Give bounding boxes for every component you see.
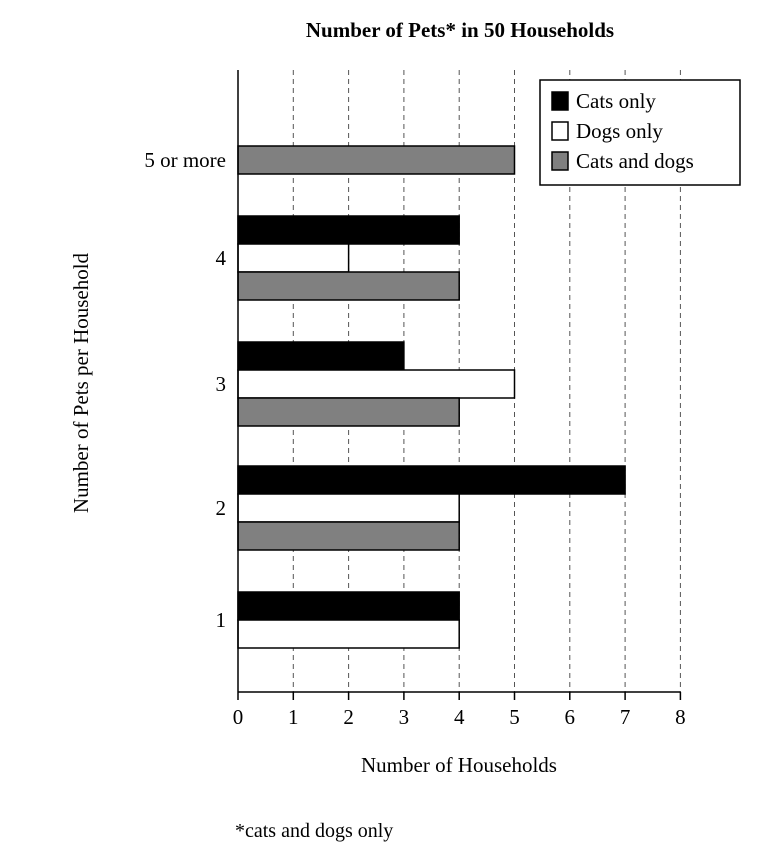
footnote: *cats and dogs only [235, 820, 393, 842]
legend: Cats only Dogs only Cats and dogs [539, 79, 741, 186]
legend-swatch [551, 91, 569, 111]
chart-title: Number of Pets* in 50 Households [306, 18, 614, 42]
legend-label: Cats only [576, 89, 656, 113]
bar [237, 243, 350, 273]
x-tick-label: 5 [509, 705, 520, 729]
legend-label: Dogs only [576, 119, 663, 143]
y-tick-label: 4 [216, 246, 227, 270]
bar [237, 521, 460, 551]
bar [237, 591, 460, 621]
bar [237, 465, 626, 495]
x-tick-label: 8 [675, 705, 686, 729]
legend-box [539, 79, 741, 186]
bar [237, 341, 405, 371]
x-tick-label: 2 [343, 705, 354, 729]
y-tick-label: 1 [216, 608, 227, 632]
y-tick-label: 5 or more [144, 148, 226, 172]
x-tick-label: 0 [233, 705, 244, 729]
bar [237, 271, 460, 301]
bar [237, 369, 516, 399]
axes: 1 2 3 4 5 or more 0 1 2 3 4 5 6 7 8 [144, 70, 686, 729]
x-tick-label: 7 [620, 705, 631, 729]
bar [237, 619, 460, 649]
legend-swatch [551, 151, 569, 171]
bar [237, 493, 460, 523]
x-tick-label: 1 [288, 705, 299, 729]
bar [237, 397, 460, 427]
x-axis-label: Number of Households [361, 753, 557, 777]
y-tick-label: 2 [216, 496, 227, 520]
x-tick-label: 3 [399, 705, 410, 729]
bar [237, 215, 460, 245]
legend-swatch [551, 121, 569, 141]
y-tick-label: 3 [216, 372, 227, 396]
y-axis-label: Number of Pets per Household [69, 252, 93, 513]
bar [237, 145, 516, 175]
bars [237, 145, 626, 649]
legend-label: Cats and dogs [576, 149, 694, 173]
x-tick-label: 6 [565, 705, 576, 729]
x-tick-label: 4 [454, 705, 465, 729]
